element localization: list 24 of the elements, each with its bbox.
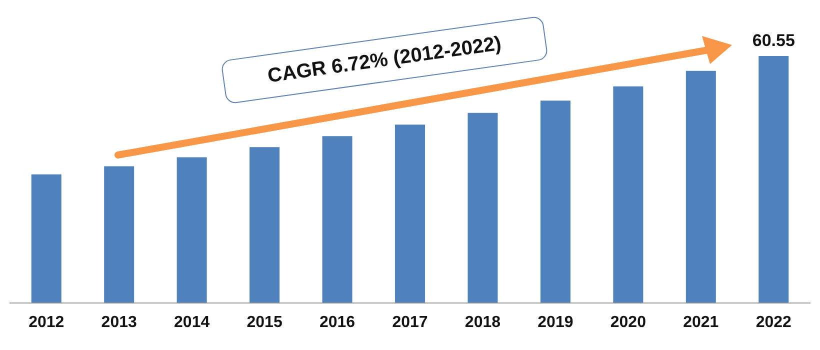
- bar: [468, 112, 498, 303]
- x-tick-label: 2019: [538, 314, 574, 331]
- bar: [31, 174, 62, 303]
- bar: [613, 86, 644, 303]
- x-tick-label: 2012: [28, 314, 64, 331]
- bar: [322, 136, 352, 303]
- bar: [540, 100, 570, 303]
- x-tick-label: 2020: [610, 314, 646, 331]
- x-tick-label: 2021: [683, 314, 719, 331]
- bar: [176, 157, 207, 303]
- bar: [395, 124, 425, 303]
- data-label: 60.55: [752, 31, 795, 50]
- text-box: CAGR 6.72% (2012-2022): [220, 16, 548, 104]
- x-tick-label: 2014: [174, 314, 210, 331]
- bar: [758, 56, 789, 303]
- x-tick-label: 2015: [246, 314, 282, 331]
- x-tick-label: 2022: [756, 314, 792, 331]
- x-tick-label: 2016: [319, 314, 356, 331]
- bar: [686, 70, 716, 303]
- x-tick-label: 2017: [392, 314, 428, 331]
- bar: [250, 147, 280, 303]
- x-tick-label: 2018: [464, 314, 501, 331]
- bar: [104, 166, 134, 303]
- x-tick-label: 2013: [101, 314, 137, 331]
